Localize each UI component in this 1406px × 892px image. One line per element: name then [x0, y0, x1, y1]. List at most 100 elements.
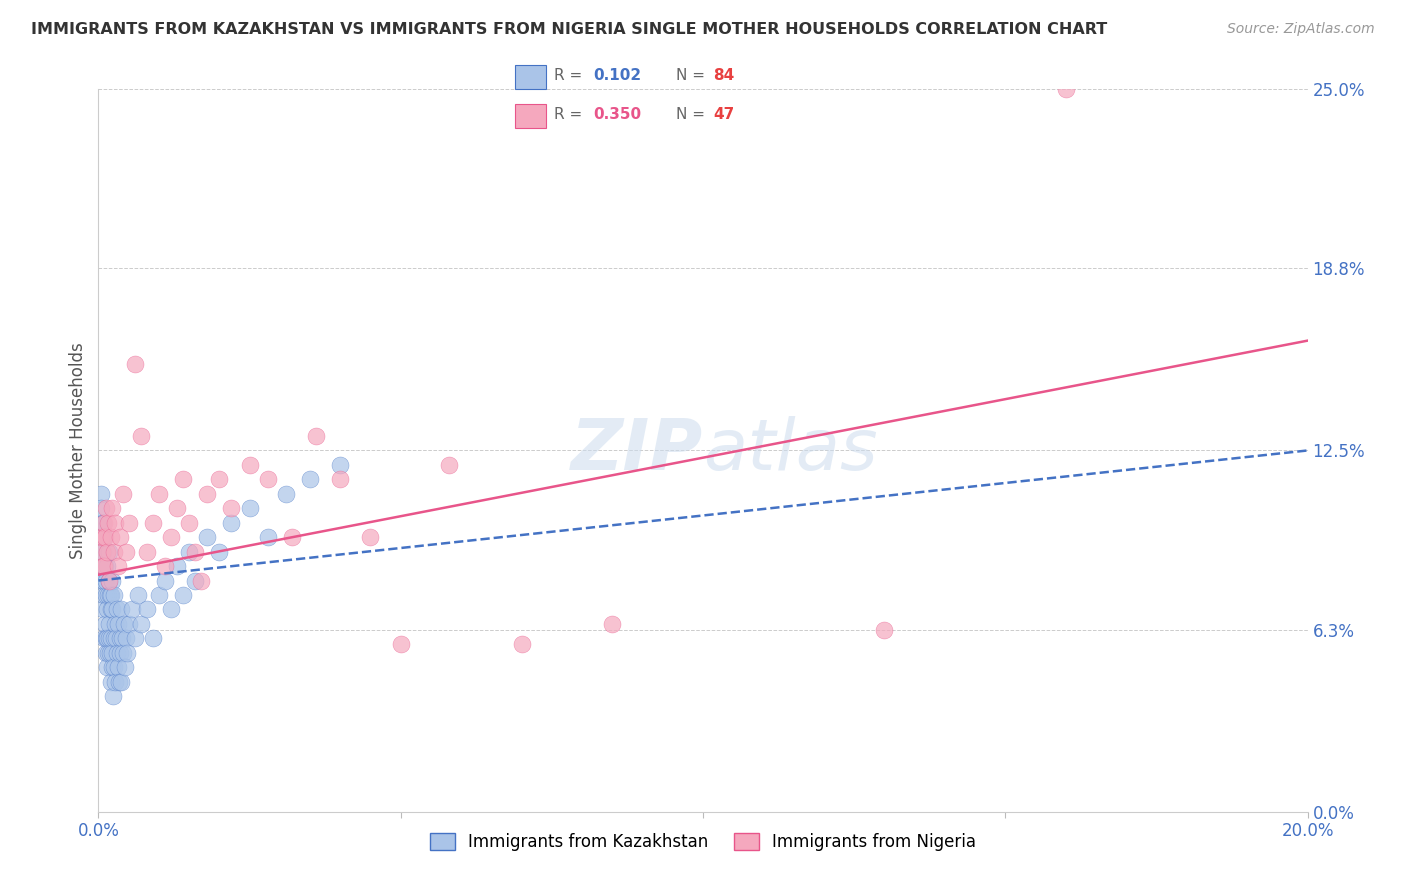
Text: R =: R =	[554, 107, 588, 122]
Point	[90, 530, 112, 544]
Point	[108, 646, 131, 660]
Text: 0.350: 0.350	[593, 107, 641, 122]
Point	[96, 574, 118, 588]
Point	[360, 530, 382, 544]
Point	[97, 616, 120, 631]
Point	[153, 559, 176, 574]
Point	[1054, 82, 1077, 96]
Text: ZIP: ZIP	[571, 416, 703, 485]
Point	[389, 637, 412, 651]
Point	[305, 429, 328, 443]
Point	[221, 501, 243, 516]
Point	[160, 530, 183, 544]
Point	[111, 646, 134, 660]
Text: 84: 84	[713, 68, 735, 83]
Point	[103, 632, 125, 646]
Point	[94, 588, 117, 602]
Point	[256, 530, 278, 544]
Point	[602, 616, 624, 631]
Point	[179, 516, 201, 530]
Point	[93, 574, 115, 588]
Point	[179, 544, 201, 558]
Point	[239, 501, 262, 516]
Point	[510, 637, 533, 651]
Point	[184, 544, 207, 558]
Point	[97, 544, 120, 558]
Point	[98, 588, 121, 602]
Point	[117, 646, 139, 660]
Point	[101, 646, 124, 660]
Point	[93, 632, 115, 646]
Point	[124, 632, 146, 646]
Point	[105, 602, 128, 616]
Point	[114, 544, 136, 558]
Point	[114, 660, 136, 674]
Point	[104, 632, 127, 646]
Point	[121, 602, 143, 616]
Point	[91, 516, 114, 530]
Point	[96, 632, 118, 646]
Point	[94, 559, 117, 574]
Point	[108, 674, 131, 689]
Point	[111, 487, 134, 501]
Point	[91, 559, 114, 574]
Point	[91, 559, 114, 574]
Legend: Immigrants from Kazakhstan, Immigrants from Nigeria: Immigrants from Kazakhstan, Immigrants f…	[423, 826, 983, 857]
Text: IMMIGRANTS FROM KAZAKHSTAN VS IMMIGRANTS FROM NIGERIA SINGLE MOTHER HOUSEHOLDS C: IMMIGRANTS FROM KAZAKHSTAN VS IMMIGRANTS…	[31, 22, 1107, 37]
Point	[103, 544, 125, 558]
Point	[115, 632, 138, 646]
Point	[100, 588, 122, 602]
Point	[91, 544, 114, 558]
Point	[91, 602, 114, 616]
Text: atlas: atlas	[703, 416, 877, 485]
Point	[221, 516, 243, 530]
Point	[103, 588, 125, 602]
Point	[195, 487, 218, 501]
Point	[104, 516, 127, 530]
Point	[107, 660, 129, 674]
Point	[98, 646, 121, 660]
Point	[190, 574, 212, 588]
Text: N =: N =	[676, 68, 710, 83]
Point	[107, 616, 129, 631]
Point	[105, 646, 128, 660]
Point	[299, 472, 322, 486]
Point	[281, 530, 304, 544]
Point	[184, 574, 207, 588]
Point	[108, 530, 131, 544]
Point	[100, 501, 122, 516]
Point	[135, 602, 157, 616]
Y-axis label: Single Mother Households: Single Mother Households	[69, 343, 87, 558]
Point	[91, 574, 114, 588]
Point	[124, 357, 146, 371]
Point	[97, 646, 120, 660]
Point	[101, 689, 124, 703]
Point	[101, 602, 124, 616]
Point	[166, 559, 188, 574]
Point	[100, 674, 122, 689]
Text: Source: ZipAtlas.com: Source: ZipAtlas.com	[1227, 22, 1375, 37]
Point	[142, 516, 165, 530]
Point	[160, 602, 183, 616]
Text: 47: 47	[713, 107, 735, 122]
Point	[111, 632, 134, 646]
Point	[195, 530, 218, 544]
Point	[94, 501, 117, 516]
Point	[100, 530, 122, 544]
Point	[93, 559, 115, 574]
Point	[94, 646, 117, 660]
Point	[98, 574, 121, 588]
Point	[98, 632, 121, 646]
Point	[93, 516, 115, 530]
Point	[274, 487, 297, 501]
Point	[873, 623, 896, 637]
Point	[172, 472, 194, 486]
Point	[91, 530, 114, 544]
Point	[104, 674, 127, 689]
Point	[172, 588, 194, 602]
Point	[239, 458, 262, 472]
Point	[129, 429, 152, 443]
Point	[98, 574, 121, 588]
Point	[127, 588, 149, 602]
Point	[166, 501, 188, 516]
